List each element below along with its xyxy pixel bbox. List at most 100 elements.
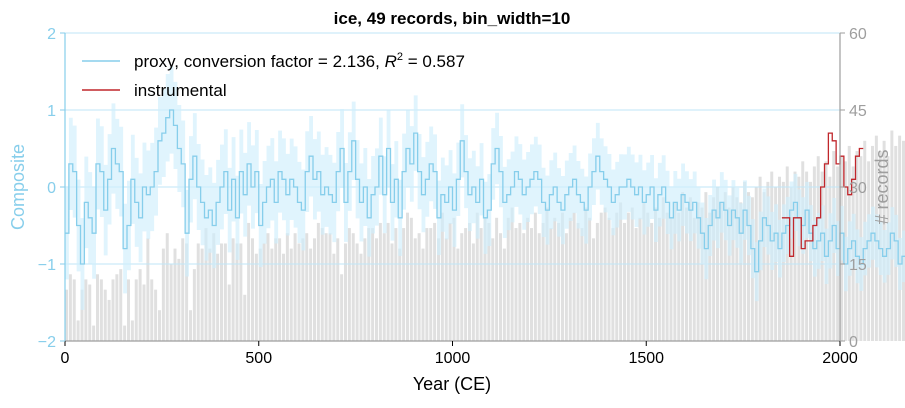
count-bar	[425, 228, 429, 341]
count-bar	[340, 274, 344, 341]
count-bar	[471, 243, 475, 341]
count-bar	[518, 222, 522, 341]
x-axis-label: Year (CE)	[413, 374, 491, 394]
count-bar	[130, 320, 134, 341]
count-bar	[595, 222, 599, 341]
count-bar	[375, 238, 378, 341]
legend-proxy-label: proxy, conversion factor = 2.136, R2 = 0…	[134, 51, 465, 71]
count-bar	[297, 243, 301, 341]
count-bar	[65, 289, 68, 341]
count-bar	[169, 264, 173, 341]
count-bar	[564, 233, 568, 341]
count-bar	[266, 233, 270, 341]
count-bar	[371, 228, 375, 341]
instrumental-series	[781, 132, 864, 257]
count-bar	[239, 243, 243, 341]
count-bar	[727, 207, 731, 341]
count-bar	[309, 248, 313, 341]
count-bar	[177, 258, 181, 341]
count-bar	[530, 228, 533, 341]
count-bar	[681, 192, 685, 341]
count-bar	[212, 233, 216, 341]
count-bar	[735, 197, 739, 341]
count-bar	[549, 228, 553, 341]
legend-r2-symbol: R	[385, 52, 397, 71]
count-bar	[468, 222, 471, 341]
instrumental-line	[781, 132, 864, 257]
count-bar	[103, 289, 107, 341]
left-y-tick-label: −2	[38, 334, 56, 351]
count-bar	[185, 243, 189, 341]
count-bar	[196, 243, 200, 341]
count-bar	[460, 233, 464, 341]
count-bar	[568, 217, 572, 341]
count-bar	[611, 228, 615, 341]
count-bar	[464, 228, 468, 341]
axes: 0 500 1000 1500 2000 −2 −1 0 1 2 0 15 30 45 60	[38, 26, 867, 367]
x-tick-label: 0	[61, 350, 70, 367]
count-bar	[433, 222, 437, 341]
count-bar	[576, 222, 580, 341]
chart-title: ice, 49 records, bin_width=10	[334, 9, 571, 28]
count-bar	[557, 222, 561, 341]
count-bar	[316, 222, 320, 341]
count-bar	[522, 233, 526, 341]
count-bar	[394, 228, 398, 341]
count-bar	[355, 243, 359, 341]
count-bar	[762, 192, 766, 341]
count-bar	[448, 222, 452, 341]
x-tick-label: 2000	[822, 350, 858, 367]
proxy-series	[65, 109, 905, 273]
count-bar	[747, 192, 750, 341]
count-bar	[165, 233, 169, 341]
count-bar	[499, 233, 502, 341]
count-bar	[231, 238, 235, 341]
count-bar	[208, 248, 212, 341]
count-bar	[328, 233, 332, 341]
count-bar	[115, 274, 119, 341]
count-bar	[541, 222, 545, 341]
count-bar	[154, 289, 158, 341]
count-bar	[107, 299, 111, 341]
x-tick-label: 1500	[628, 350, 664, 367]
x-tick-label: 500	[245, 350, 272, 367]
count-bar	[553, 217, 557, 341]
count-bar	[270, 248, 274, 341]
count-bar	[479, 228, 483, 341]
count-bar	[510, 207, 514, 341]
count-bar	[440, 212, 444, 341]
count-bar	[615, 212, 619, 341]
count-bar	[111, 279, 115, 341]
left-y-tick-label: −1	[38, 257, 56, 274]
x-tick-label: 1000	[435, 350, 471, 367]
right-axis-label: # records	[872, 149, 892, 224]
count-bar	[619, 202, 623, 341]
count-bar	[708, 212, 712, 341]
count-bar	[650, 222, 654, 341]
count-bar	[444, 238, 448, 341]
count-bar	[809, 181, 812, 341]
count-bar	[320, 228, 324, 341]
count-bar	[766, 181, 770, 341]
count-bar	[417, 233, 421, 341]
count-bar	[278, 238, 282, 341]
count-bar	[200, 248, 204, 341]
right-y-tick-label: 0	[849, 334, 858, 351]
legend-r2-value: = 0.587	[403, 52, 465, 71]
count-bar	[88, 284, 92, 341]
count-bar	[688, 197, 692, 341]
count-bar	[192, 269, 196, 341]
count-bar	[332, 253, 336, 341]
count-bar	[220, 243, 223, 341]
count-bar	[161, 248, 165, 341]
count-bar	[301, 238, 305, 341]
count-bar	[344, 243, 347, 341]
left-y-tick-label: 0	[47, 180, 56, 197]
count-bar	[347, 228, 351, 341]
count-bar	[437, 238, 440, 341]
count-bar	[487, 222, 491, 341]
count-bar	[409, 217, 413, 341]
count-bar	[545, 207, 549, 341]
count-bar	[456, 248, 460, 341]
count-bar	[324, 233, 328, 341]
